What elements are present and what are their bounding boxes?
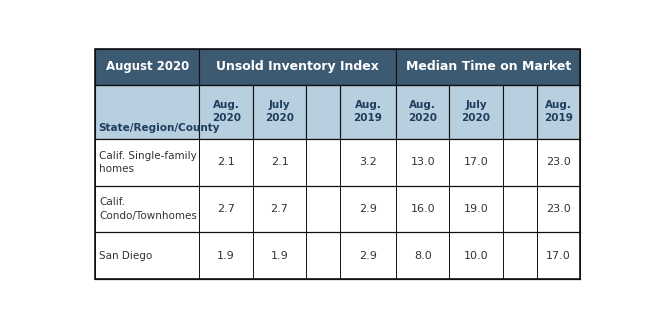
Text: 10.0: 10.0 <box>464 251 488 261</box>
Text: 8.0: 8.0 <box>414 251 432 261</box>
Bar <box>396 85 449 139</box>
Text: 19.0: 19.0 <box>464 204 488 214</box>
Bar <box>340 85 396 139</box>
Bar <box>95 85 200 139</box>
Text: July
2020: July 2020 <box>265 100 294 124</box>
Text: 23.0: 23.0 <box>546 157 571 167</box>
Text: Calif. Single-family
homes: Calif. Single-family homes <box>100 150 197 174</box>
Text: 2.7: 2.7 <box>217 204 235 214</box>
Text: 17.0: 17.0 <box>464 157 488 167</box>
Text: Median Time on Market: Median Time on Market <box>405 60 571 73</box>
Bar <box>396 49 581 85</box>
Bar <box>95 186 581 232</box>
Text: Aug.
2020: Aug. 2020 <box>212 100 241 124</box>
Bar <box>449 85 503 139</box>
Text: 2.1: 2.1 <box>217 157 235 167</box>
Bar <box>200 49 396 85</box>
Bar <box>200 85 253 139</box>
Text: 2.9: 2.9 <box>359 251 377 261</box>
Text: 2.7: 2.7 <box>271 204 289 214</box>
Text: 23.0: 23.0 <box>546 204 571 214</box>
Text: 13.0: 13.0 <box>411 157 435 167</box>
Text: San Diego: San Diego <box>100 251 152 261</box>
Bar <box>95 49 200 85</box>
Text: 2.9: 2.9 <box>359 204 377 214</box>
Text: Calif.
Condo/Townhomes: Calif. Condo/Townhomes <box>100 197 197 221</box>
Text: State/Region/County: State/Region/County <box>99 123 220 133</box>
Bar <box>253 85 306 139</box>
Bar <box>503 85 536 139</box>
Text: 2.1: 2.1 <box>271 157 289 167</box>
Bar <box>95 232 581 279</box>
Text: 17.0: 17.0 <box>546 251 571 261</box>
Text: 1.9: 1.9 <box>271 251 289 261</box>
Text: Aug.
2019: Aug. 2019 <box>354 100 382 124</box>
Text: Aug.
2019: Aug. 2019 <box>544 100 573 124</box>
Bar <box>536 85 581 139</box>
Text: Aug.
2020: Aug. 2020 <box>408 100 437 124</box>
Text: 3.2: 3.2 <box>359 157 377 167</box>
Bar <box>306 85 340 139</box>
Text: July
2020: July 2020 <box>461 100 490 124</box>
Text: 1.9: 1.9 <box>217 251 235 261</box>
Text: August 2020: August 2020 <box>105 60 189 73</box>
Text: 16.0: 16.0 <box>411 204 435 214</box>
Text: Unsold Inventory Index: Unsold Inventory Index <box>216 60 379 73</box>
Bar <box>95 139 581 186</box>
